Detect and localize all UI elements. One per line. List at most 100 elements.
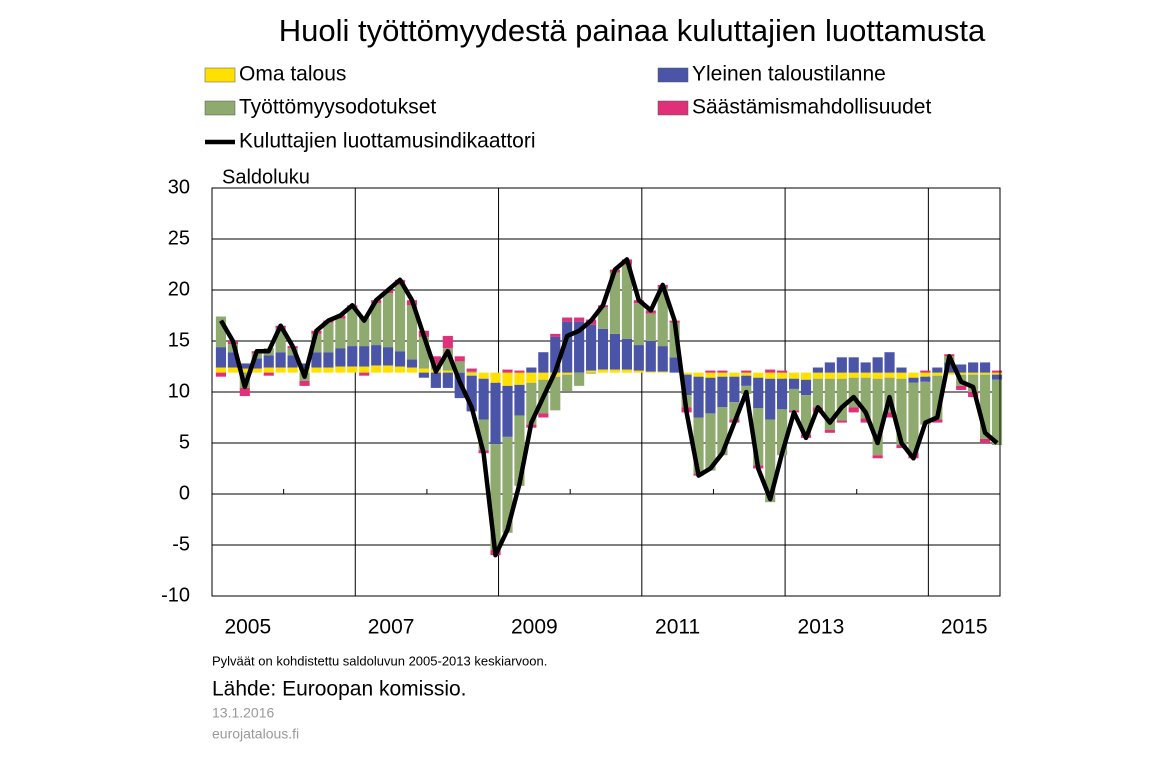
bar-segment <box>263 355 274 368</box>
bar-segment <box>741 372 752 376</box>
bar-segment <box>347 308 358 347</box>
bar-segment <box>872 378 883 456</box>
bar-segment <box>872 455 883 459</box>
bar-segment <box>478 419 489 451</box>
bar-segment <box>215 347 227 368</box>
bar-segment <box>239 368 250 373</box>
bar-segment <box>777 370 788 373</box>
bar-segment <box>991 374 1003 380</box>
bar-segment <box>777 409 788 456</box>
bar-segment <box>442 372 453 388</box>
legend-swatch <box>204 100 236 116</box>
bar-segment <box>562 374 573 391</box>
bar-segment <box>347 366 358 373</box>
bar-segment <box>287 355 298 368</box>
bar-segment <box>359 317 370 347</box>
legend-label: Yleinen taloustilanne <box>692 63 886 86</box>
bar-segment <box>824 429 835 433</box>
bar-segment <box>932 367 943 373</box>
bar-segment <box>371 303 382 346</box>
bar-segment <box>741 370 752 373</box>
bar-segment <box>430 356 441 365</box>
bar-segment <box>227 352 238 368</box>
bar-segment <box>884 352 895 373</box>
bar-segment <box>597 328 609 370</box>
bar-segment <box>609 333 621 370</box>
bar-segment <box>609 272 621 334</box>
bar-segment <box>454 361 465 373</box>
bar-segment <box>275 367 286 373</box>
y-tick-label: 5 <box>179 431 190 453</box>
bar-segment <box>550 376 561 411</box>
bar-segment <box>597 307 609 329</box>
legend-swatch <box>657 67 689 83</box>
bar-segment <box>633 370 644 373</box>
bar-segment <box>406 305 418 360</box>
bar-segment <box>705 370 716 373</box>
bar-segment <box>705 377 716 414</box>
date: 13.1.2016 <box>212 705 274 721</box>
y-tick-label: 20 <box>168 278 190 300</box>
bar-segment <box>574 317 585 322</box>
bar-segment <box>442 370 453 373</box>
x-tick-label: 2009 <box>511 616 558 639</box>
bar-segment <box>848 357 859 373</box>
bar-segment <box>621 369 632 373</box>
bar-segment <box>574 372 585 386</box>
bar-segment <box>550 333 561 337</box>
bar-segment <box>239 387 250 397</box>
x-tick-label: 2005 <box>224 616 271 639</box>
bar-segment <box>383 293 394 348</box>
bar-segment <box>765 378 776 420</box>
bar-segment <box>884 412 895 418</box>
bar-segment <box>812 378 823 408</box>
bar-segment <box>550 336 561 373</box>
bar-segment <box>526 372 537 383</box>
bar-segment <box>932 419 943 423</box>
bar-segment <box>239 363 250 369</box>
bar-segment <box>442 348 453 371</box>
bar-segment <box>836 378 847 421</box>
bar-segment <box>299 380 310 386</box>
bar-segment <box>705 413 716 471</box>
bar-segment <box>645 313 656 341</box>
x-tick-label: 2007 <box>368 616 415 639</box>
bar-segment <box>729 376 740 403</box>
bar-segment <box>538 352 549 373</box>
bar-segment <box>514 372 525 385</box>
bar-segment <box>669 322 680 358</box>
bar-segment <box>394 351 406 367</box>
bar-segment <box>215 316 227 348</box>
bar-segment <box>824 372 835 379</box>
bar-segment <box>538 372 549 380</box>
bar-segment <box>514 415 525 486</box>
bar-segment <box>418 372 429 378</box>
bar-segment <box>848 372 859 378</box>
bar-segment <box>442 335 453 349</box>
bar-segment <box>454 356 465 362</box>
bar-segment <box>275 352 286 368</box>
bar-segment <box>932 375 943 420</box>
bar-segment <box>920 372 931 377</box>
bar-segment <box>908 382 919 454</box>
bar-segment <box>514 370 525 373</box>
bar-segment <box>765 419 776 503</box>
bar-segment <box>347 346 358 367</box>
bar-segment <box>478 378 489 420</box>
bar-segment <box>311 367 322 373</box>
bar-segment <box>717 376 728 408</box>
bar-segment <box>371 365 382 373</box>
bar-segment <box>800 372 812 380</box>
bar-segment <box>920 370 931 373</box>
bar-segment <box>991 372 1003 375</box>
bar-segment <box>633 303 644 346</box>
bar-segment <box>490 382 501 445</box>
y-tick-label: 15 <box>168 329 190 351</box>
bar-segment <box>824 378 835 430</box>
bar-segment <box>645 341 656 372</box>
bar-segment <box>227 367 238 373</box>
bar-segment <box>968 374 979 392</box>
bar-segment <box>669 357 680 373</box>
y-tick-label: -10 <box>161 584 190 606</box>
